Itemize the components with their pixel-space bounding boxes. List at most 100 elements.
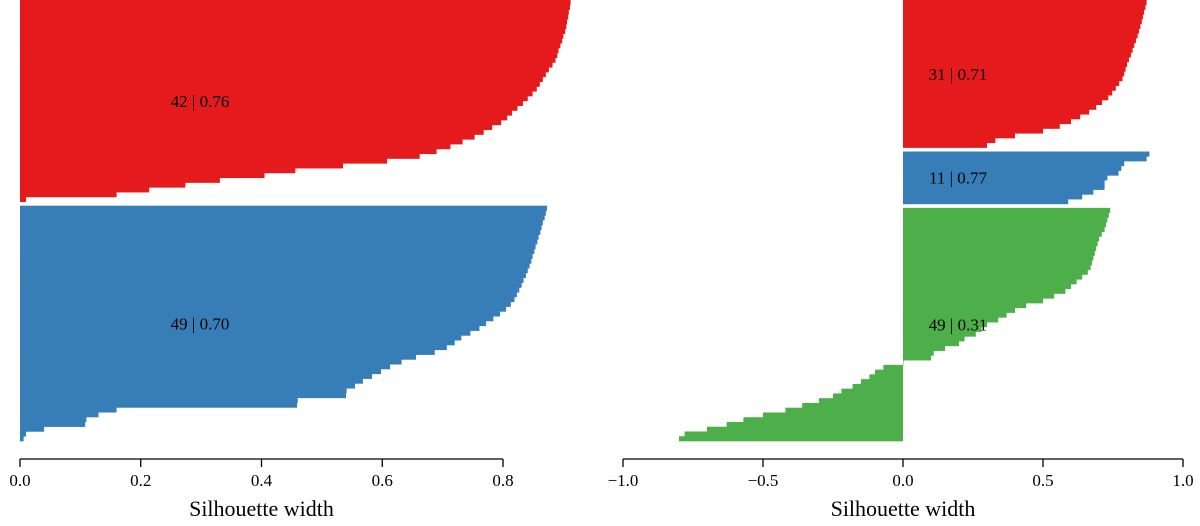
silhouette-bar [903,260,1092,266]
silhouette-bar [20,373,372,379]
silhouette-bar [20,38,563,44]
silhouette-bar [903,170,1119,176]
silhouette-bar [903,326,982,332]
silhouette-bar [684,431,903,437]
silhouette-bar [763,412,903,418]
silhouette-bar [903,303,1027,309]
silhouette-bar [20,364,391,370]
silhouette-bar [20,158,388,164]
silhouette-bar [20,330,471,336]
silhouette-bar [20,134,475,140]
silhouette-bar [903,156,1147,162]
silhouette-bar [20,402,298,408]
silhouette-bar [903,118,1071,125]
silhouette-bar [20,344,447,351]
silhouette-bar [20,234,539,240]
silhouette-bar [20,182,186,188]
silhouette-bar [903,47,1133,53]
silhouette-bar [20,349,435,355]
cluster-label: 11 | 0.77 [929,169,988,188]
silhouette-bar [20,210,546,216]
cluster-label: 31 | 0.71 [929,65,988,84]
x-axis-title: Silhouette width [189,496,334,521]
silhouette-bar [20,148,437,155]
silhouette-bar [20,354,417,360]
silhouette-bar [20,239,538,245]
silhouette-bar [20,325,480,331]
silhouette-bar [20,316,494,322]
silhouette-bar [903,71,1125,77]
silhouette-bar [903,241,1098,247]
silhouette-bar [20,196,27,203]
cluster-label: 49 | 0.31 [929,315,988,334]
silhouette-bar [20,248,535,255]
silhouette-bar [20,392,347,399]
silhouette-bar [20,268,528,274]
silhouette-bar [903,42,1135,48]
silhouette-bar [20,139,463,145]
silhouette-bar [903,9,1145,15]
silhouette-bar [903,38,1136,44]
silhouette-bar [883,364,903,370]
silhouette-bar [20,115,508,121]
silhouette-bar [20,4,571,10]
silhouette-bar [903,0,1147,6]
silhouette-bar [841,388,903,394]
silhouette-bar [20,397,298,403]
silhouette-bar [20,205,548,211]
silhouette-bar [743,417,903,423]
cluster-1-bars [903,0,1147,148]
silhouette-bar [903,28,1140,34]
silhouette-bar [903,341,959,347]
cluster-label: 49 | 0.70 [171,314,230,333]
silhouette-bar [20,57,556,63]
silhouette-bar [833,393,903,399]
silhouette-bar [707,426,903,432]
silhouette-bar [903,165,1122,171]
silhouette-bar [20,48,559,54]
silhouette-bar [20,287,520,293]
silhouette-bar [785,407,903,413]
silhouette-panel-1: 42 | 0.76 49 | 0.70 0.0 0.2 0.4 0.6 0.8 Silhoue… [9,0,571,521]
silhouette-bar [903,307,1015,313]
silhouette-bar [903,104,1097,110]
silhouette-bar [852,383,903,390]
silhouette-bar [802,402,903,409]
silhouette-bar [903,85,1116,91]
silhouette-bar [869,374,903,380]
silhouette-bar [903,52,1131,58]
silhouette-bar [903,19,1142,25]
silhouette-bar [20,177,220,183]
silhouette-bar [903,355,931,361]
cluster-label: 42 | 0.76 [171,92,230,111]
x-tick-label: 0.5 [1032,471,1053,490]
silhouette-bar [20,168,296,174]
silhouette-bar [20,301,511,307]
silhouette-bar [20,9,569,15]
silhouette-bar [903,264,1091,271]
x-tick-label: 1.0 [1172,471,1193,490]
x-tick-label: 0.2 [130,471,151,490]
silhouette-bar [903,231,1102,237]
x-tick-label: 0.0 [9,471,30,490]
silhouette-bar [903,360,904,366]
silhouette-bar [903,114,1081,120]
silhouette-bar [20,378,363,384]
x-axis-title: Silhouette width [831,496,976,521]
silhouette-bar [903,14,1143,20]
silhouette-bar [20,172,265,179]
x-tick-label: 0.4 [251,471,273,490]
silhouette-bar [903,293,1055,299]
silhouette-bar [20,81,540,87]
silhouette-bar [903,279,1077,285]
silhouette-bar [20,368,382,375]
silhouette-bar [20,220,543,226]
silhouette-bar [20,19,567,25]
silhouette-bar [20,388,347,394]
silhouette-bar [903,23,1141,29]
silhouette-bar [903,269,1088,275]
silhouette-bar [20,67,549,73]
silhouette-bar [20,416,87,423]
silhouette-bar [20,320,487,327]
